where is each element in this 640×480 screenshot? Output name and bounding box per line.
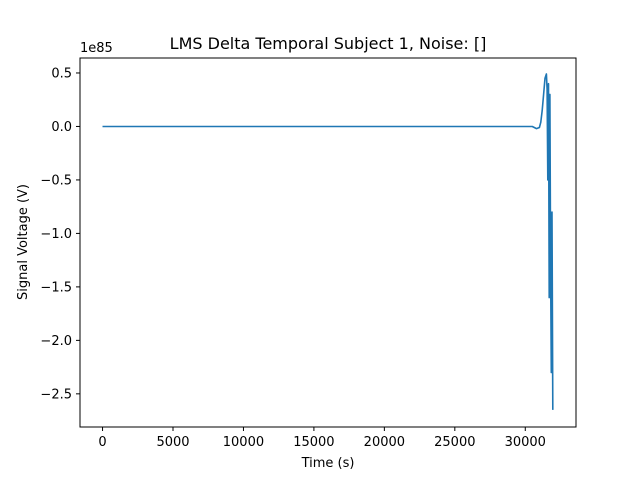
y-tick-label: −1.0	[40, 227, 72, 242]
plot-area	[79, 57, 577, 428]
y-axis-label: Signal Voltage (V)	[16, 184, 31, 300]
y-tick-label: −2.0	[40, 334, 72, 349]
series-line-0	[102, 73, 554, 410]
y-tick-label: −0.5	[40, 173, 72, 188]
x-tick-label: 25000	[434, 435, 475, 450]
x-tick-label: 20000	[364, 435, 405, 450]
x-tick-label: 0	[98, 435, 106, 450]
y-axis-offset-label: 1e85	[80, 41, 113, 56]
x-axis-ticks: 0 5000 10000 15000 20000 25000 30000	[98, 427, 546, 450]
x-tick-label: 15000	[293, 435, 334, 450]
y-tick-label: −2.5	[40, 387, 72, 402]
series-layer	[102, 73, 554, 410]
x-tick-label: 5000	[156, 435, 189, 450]
chart-title: LMS Delta Temporal Subject 1, Noise: []	[170, 34, 487, 53]
y-axis-ticks: 0.5 0.0 −0.5 −1.0 −1.5 −2.0 −2.5	[40, 66, 80, 402]
x-tick-label: 10000	[223, 435, 264, 450]
x-tick-label: 30000	[505, 435, 546, 450]
y-tick-label: 0.5	[51, 66, 72, 81]
y-tick-label: 0.0	[51, 120, 72, 135]
y-tick-label: −1.5	[40, 280, 72, 295]
x-axis-label: Time (s)	[301, 456, 355, 471]
